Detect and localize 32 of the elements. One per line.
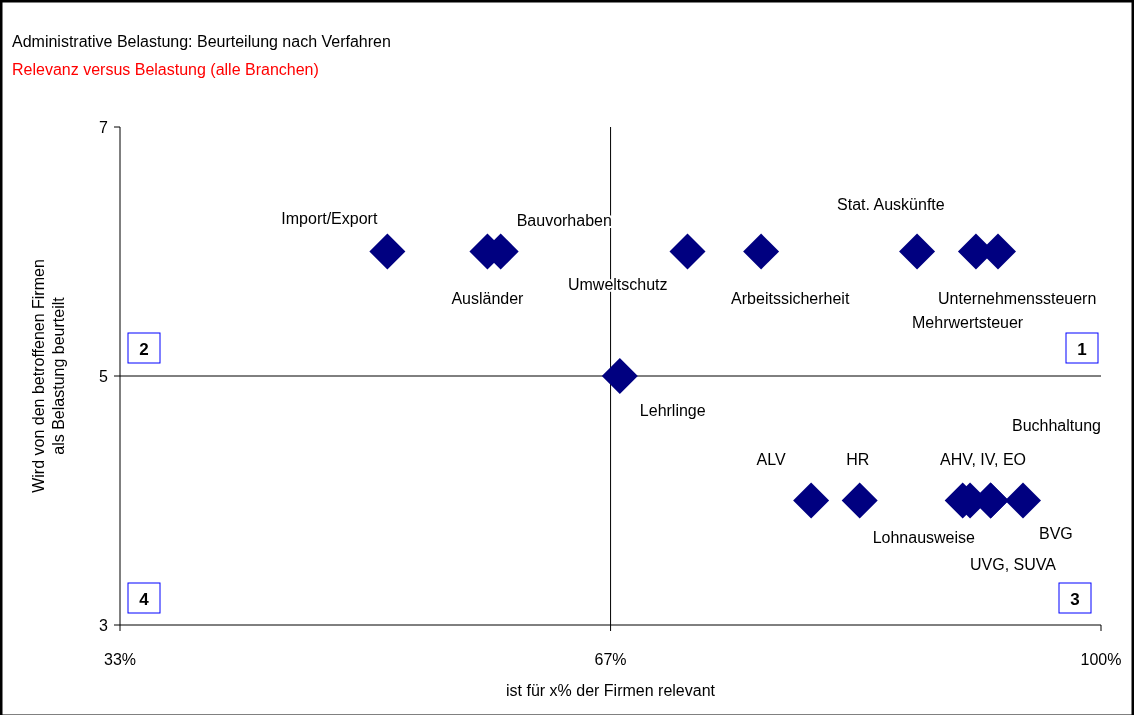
chart-subtitle: Relevanz versus Belastung (alle Branchen) <box>12 61 319 78</box>
quadrant-box: 2 <box>127 332 161 364</box>
quadrant-box: 1 <box>1065 332 1099 364</box>
y-tick-label: 5 <box>99 368 109 385</box>
annotation: HR <box>846 450 870 468</box>
annotation: Arbeitssicherheit <box>731 289 850 307</box>
annotation: 3 <box>1070 590 1080 609</box>
x-axis-title: ist für x% der Firmen relevant <box>506 682 716 699</box>
annotation: AHV, IV, EO <box>940 450 1027 468</box>
annotation: Stat. Auskünfte <box>837 195 945 213</box>
x-tick-label: 33% <box>103 651 137 668</box>
annotation: 4 <box>139 590 150 609</box>
quadrant-box: 4 <box>127 582 161 614</box>
annotation: Import/Export <box>281 209 378 227</box>
annotation: 2 <box>139 340 149 359</box>
annotation: ALV <box>756 450 786 468</box>
y-axis-title: Wird von den betroffenen Firmen als Belastung beurteilt <box>30 259 67 493</box>
x-tick-label: 67% <box>594 651 627 668</box>
annotation: Buchhaltung <box>1012 417 1101 434</box>
y-tick-label: 3 <box>99 617 109 634</box>
annotation: Mehrwertsteuer <box>912 314 1024 331</box>
quadrant-box: 3 <box>1058 582 1092 614</box>
annotation: Lehrlinge <box>639 402 706 419</box>
annotation: Lohnausweise <box>872 528 976 546</box>
y-tick-label: 7 <box>99 119 109 136</box>
chart-title: Administrative Belastung: Beurteilung nach Verfahren <box>12 33 391 50</box>
annotation: 1 <box>1077 340 1087 359</box>
annotation: UVG, SUVA <box>970 556 1057 573</box>
annotation: Ausländer <box>451 289 525 307</box>
annotation: Unternehmenssteuern <box>938 289 1097 307</box>
annotation: BVG <box>1039 524 1073 542</box>
x-tick-label: 100% <box>1080 651 1122 668</box>
